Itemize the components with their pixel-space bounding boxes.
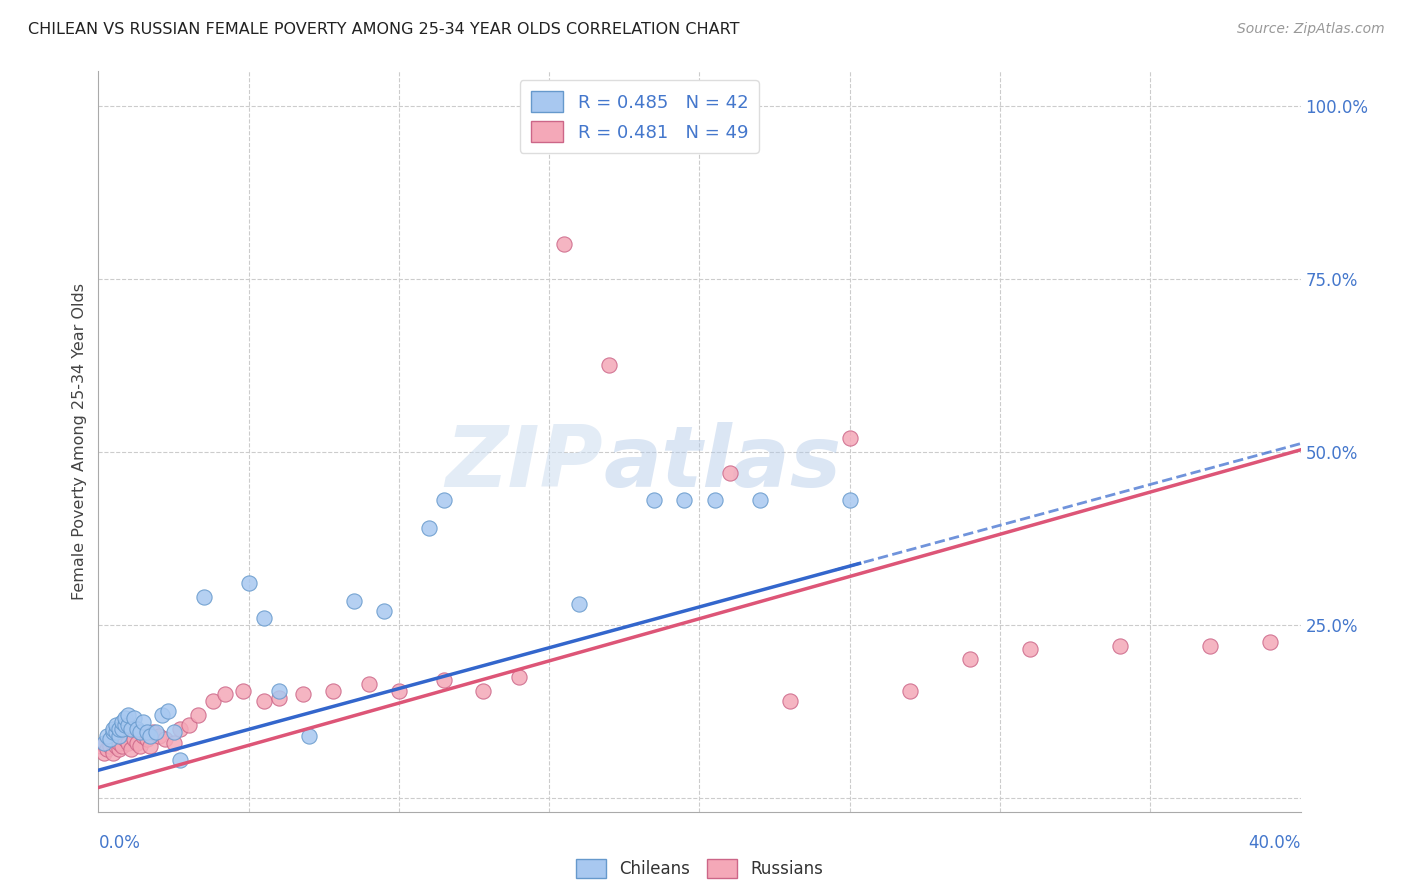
Point — [150, 707, 173, 722]
Point — [103, 722, 125, 736]
Point — [357, 676, 380, 690]
Text: 0.0%: 0.0% — [98, 834, 141, 852]
Point — [838, 431, 860, 445]
Point — [90, 739, 112, 753]
Point — [169, 722, 191, 736]
Point — [748, 493, 770, 508]
Point — [343, 593, 366, 607]
Point — [1019, 642, 1042, 657]
Point — [105, 739, 128, 753]
Point — [267, 683, 290, 698]
Point — [267, 690, 290, 705]
Point — [117, 718, 139, 732]
Point — [138, 729, 160, 743]
Point — [253, 611, 276, 625]
Text: atlas: atlas — [603, 422, 841, 505]
Text: Source: ZipAtlas.com: Source: ZipAtlas.com — [1237, 22, 1385, 37]
Point — [121, 722, 143, 736]
Point — [132, 714, 155, 729]
Point — [1260, 635, 1282, 649]
Point — [838, 493, 860, 508]
Point — [148, 729, 170, 743]
Point — [117, 707, 139, 722]
Point — [105, 718, 128, 732]
Legend: Chileans, Russians: Chileans, Russians — [569, 852, 830, 885]
Point — [114, 711, 136, 725]
Point — [121, 742, 143, 756]
Point — [141, 725, 163, 739]
Point — [124, 732, 146, 747]
Point — [117, 735, 139, 749]
Point — [135, 725, 157, 739]
Point — [156, 705, 179, 719]
Point — [114, 718, 136, 732]
Point — [388, 683, 411, 698]
Point — [162, 735, 184, 749]
Point — [111, 739, 134, 753]
Text: ZIP: ZIP — [446, 422, 603, 505]
Point — [111, 722, 134, 736]
Point — [418, 521, 440, 535]
Point — [127, 722, 149, 736]
Point — [108, 742, 131, 756]
Point — [96, 742, 118, 756]
Point — [291, 687, 314, 701]
Point — [105, 725, 128, 739]
Point — [643, 493, 665, 508]
Point — [93, 746, 115, 760]
Point — [138, 739, 160, 753]
Point — [111, 714, 134, 729]
Point — [193, 591, 215, 605]
Point — [135, 732, 157, 747]
Point — [253, 694, 276, 708]
Point — [114, 732, 136, 747]
Point — [898, 683, 921, 698]
Point — [1109, 639, 1132, 653]
Point — [201, 694, 224, 708]
Point — [959, 652, 981, 666]
Point — [100, 732, 122, 747]
Point — [93, 735, 115, 749]
Point — [718, 466, 741, 480]
Point — [108, 735, 131, 749]
Point — [153, 732, 176, 747]
Point — [373, 604, 395, 618]
Point — [129, 739, 152, 753]
Point — [169, 753, 191, 767]
Point — [214, 687, 236, 701]
Point — [472, 683, 495, 698]
Point — [145, 725, 167, 739]
Text: CHILEAN VS RUSSIAN FEMALE POVERTY AMONG 25-34 YEAR OLDS CORRELATION CHART: CHILEAN VS RUSSIAN FEMALE POVERTY AMONG … — [28, 22, 740, 37]
Point — [108, 729, 131, 743]
Point — [298, 729, 321, 743]
Point — [568, 597, 591, 611]
Point — [177, 718, 200, 732]
Point — [103, 735, 125, 749]
Point — [103, 725, 125, 739]
Point — [779, 694, 801, 708]
Point — [433, 673, 456, 688]
Point — [127, 735, 149, 749]
Point — [162, 725, 184, 739]
Point — [96, 729, 118, 743]
Point — [553, 237, 575, 252]
Point — [100, 739, 122, 753]
Point — [433, 493, 456, 508]
Point — [132, 729, 155, 743]
Point — [238, 576, 260, 591]
Point — [124, 711, 146, 725]
Point — [232, 683, 254, 698]
Point — [187, 707, 209, 722]
Point — [598, 359, 620, 373]
Y-axis label: Female Poverty Among 25-34 Year Olds: Female Poverty Among 25-34 Year Olds — [72, 283, 87, 600]
Point — [129, 725, 152, 739]
Point — [703, 493, 725, 508]
Text: 40.0%: 40.0% — [1249, 834, 1301, 852]
Point — [103, 746, 125, 760]
Point — [673, 493, 696, 508]
Point — [508, 670, 530, 684]
Point — [108, 722, 131, 736]
Point — [322, 683, 344, 698]
Point — [1199, 639, 1222, 653]
